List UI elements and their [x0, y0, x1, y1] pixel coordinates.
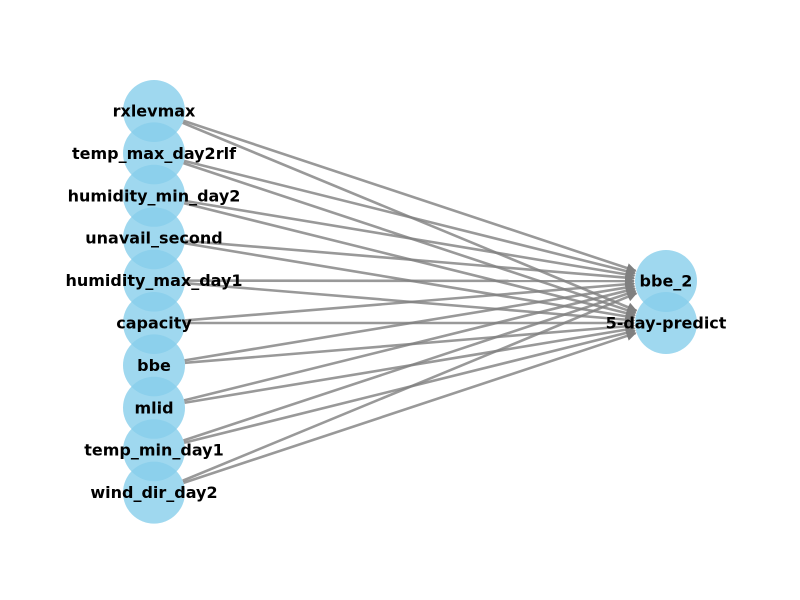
source-node-label-temp-min-day1: temp_min_day1: [84, 441, 224, 460]
edge-mlid-to-bbe-2: [183, 286, 636, 402]
edge-rxlevmax-to-bbe-2: [183, 119, 637, 273]
source-node-humidity-max-day1: [123, 249, 185, 312]
source-node-label-temp-max-day2rlf: temp_max_day2rlf: [72, 144, 237, 163]
source-node-label-rxlevmax: rxlevmax: [113, 102, 196, 121]
edge-capacity-to-bbe-2: [184, 279, 636, 322]
source-node-label-humidity-max-day1: humidity_max_day1: [65, 271, 242, 290]
source-node-label-bbe: bbe: [137, 356, 171, 375]
source-node-unavail-second: [123, 207, 185, 270]
target-node-label-bbe-2: bbe_2: [640, 272, 693, 291]
source-node-bbe: [123, 334, 185, 397]
source-node-humidity-min-day2: [123, 164, 185, 227]
edge-unavail-second-to-bbe-2: [184, 239, 636, 283]
edge-wind-dir-day2-to-5-day-predict: [183, 331, 637, 485]
source-node-rxlevmax: [123, 80, 185, 142]
labels-layer: rxlevmax temp_max_day2rlf humidity_min_day…: [65, 102, 726, 503]
source-node-capacity: [123, 292, 185, 354]
edges-layer: [182, 119, 638, 485]
target-node-label-5-day-predict: 5-day-predict: [606, 314, 727, 333]
source-node-label-humidity-min-day2: humidity_min_day2: [68, 186, 241, 205]
edge-wind-dir-day2-to-bbe-2: [182, 292, 638, 482]
edge-bbe-to-bbe-2: [184, 282, 636, 362]
source-node-wind-dir-day2: [123, 461, 185, 524]
edge-temp-max-day2rlf-to-bbe-2: [183, 159, 636, 276]
source-node-temp-max-day2rlf: [123, 122, 185, 185]
source-node-label-mlid: mlid: [134, 398, 173, 417]
nodes-layer: [123, 80, 697, 524]
source-node-temp-min-day1: [123, 419, 185, 482]
target-node-5-day-predict: [635, 292, 697, 354]
edge-humidity-min-day2-to-bbe-2: [184, 199, 636, 280]
source-node-label-capacity: capacity: [116, 314, 192, 333]
source-node-label-unavail-second: unavail_second: [85, 229, 222, 248]
edge-temp-min-day1-to-bbe-2: [183, 289, 637, 442]
source-node-mlid: [123, 376, 185, 439]
source-node-label-wind-dir-day2: wind_dir_day2: [90, 483, 217, 502]
